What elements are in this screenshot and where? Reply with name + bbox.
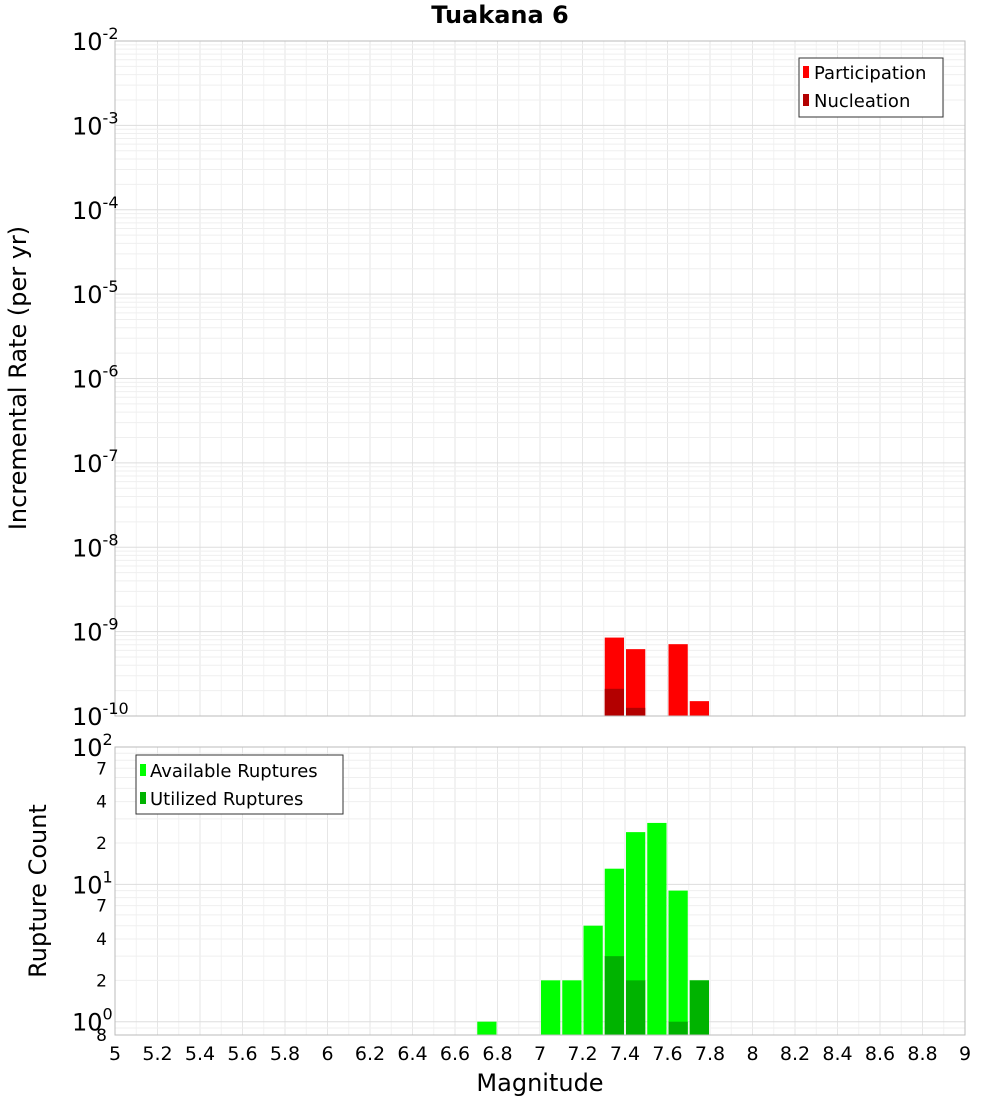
x-axis-label: Magnitude xyxy=(476,1069,603,1097)
rate-legend-box xyxy=(798,57,944,118)
x-tick-label: 9 xyxy=(959,1043,971,1065)
rate-y-tick-label: 10-7 xyxy=(72,446,119,478)
chart-title: Tuakana 6 xyxy=(431,1,569,29)
x-tick-label: 7.4 xyxy=(610,1043,640,1065)
available-ruptures-bar xyxy=(562,980,582,1035)
count-y-tick-label: 2 xyxy=(96,971,107,991)
x-tick-label: 7 xyxy=(534,1043,546,1065)
participation-legend-swatch xyxy=(803,66,809,78)
rate-y-tick-label: 10-6 xyxy=(72,362,119,394)
rate-y-tick-label: 10-2 xyxy=(72,24,119,56)
count-y-tick-label: 2 xyxy=(96,834,107,854)
nucleation-bar xyxy=(604,688,624,716)
x-tick-label: 7.2 xyxy=(567,1043,597,1065)
x-tick-label: 7.6 xyxy=(652,1043,682,1065)
x-tick-label: 6.4 xyxy=(397,1043,427,1065)
rate-panel: 10-2 10-3 10-4 10-5 10-6 10-7 10-8 10-9 10-10 In… xyxy=(4,24,966,731)
x-tick-label: 8.8 xyxy=(907,1043,937,1065)
available-ruptures-bar xyxy=(583,925,603,1035)
utilized-ruptures-bar xyxy=(626,980,646,1035)
count-y-tick-label: 7 xyxy=(96,759,107,779)
nucleation-legend-swatch xyxy=(803,94,809,106)
rate-y-tick-label: 10-5 xyxy=(72,277,119,309)
participation-bar xyxy=(668,644,688,716)
x-tick-label: 7.8 xyxy=(695,1043,725,1065)
x-tick-label: 5.4 xyxy=(185,1043,215,1065)
magnitude-x-ticks: 5 5.2 5.4 5.6 5.8 6 6.2 6.4 6.6 6.8 7 7.2 7.4 7.6 7.8 8… xyxy=(109,1043,971,1065)
rate-y-axis-label: Incremental Rate (per yr) xyxy=(4,226,32,530)
count-y-tick-label: 4 xyxy=(96,793,107,813)
x-tick-label: 6.2 xyxy=(355,1043,385,1065)
rate-grid xyxy=(114,41,966,717)
utilized-ruptures-bar xyxy=(668,1021,688,1035)
available-legend-swatch xyxy=(140,764,146,776)
count-y-tick-label: 4 xyxy=(96,930,107,950)
available-ruptures-bar xyxy=(477,1021,497,1035)
x-tick-label: 8.4 xyxy=(822,1043,852,1065)
count-legend-box xyxy=(135,754,344,815)
available-legend-label: Available Ruptures xyxy=(150,761,318,782)
rate-bars xyxy=(604,637,709,716)
x-tick-label: 6.8 xyxy=(482,1043,512,1065)
x-tick-label: 6 xyxy=(321,1043,333,1065)
rate-y-tick-label: 10-10 xyxy=(72,699,129,731)
rate-y-tick-label: 10-4 xyxy=(72,193,119,225)
rate-plot-frame xyxy=(114,40,966,717)
nucleation-legend-label: Nucleation xyxy=(814,91,910,112)
count-y-axis-label: Rupture Count xyxy=(24,804,52,978)
available-ruptures-bar xyxy=(541,980,561,1035)
rate-y-tick-label: 10-9 xyxy=(72,615,119,647)
participation-bar xyxy=(626,649,646,716)
utilized-legend-label: Utilized Ruptures xyxy=(150,789,303,810)
count-bars xyxy=(477,822,709,1035)
count-y-tick-label: 7 xyxy=(96,897,107,917)
count-y-tick-label: 101 xyxy=(72,867,113,899)
utilized-legend-swatch xyxy=(140,792,146,804)
x-tick-label: 5 xyxy=(109,1043,121,1065)
available-ruptures-bar xyxy=(668,890,688,1035)
x-tick-label: 8.2 xyxy=(780,1043,810,1065)
utilized-ruptures-bar xyxy=(604,956,624,1035)
rate-legend: Participation Nucleation xyxy=(798,57,944,118)
rate-y-tick-label: 10-3 xyxy=(72,108,119,140)
x-tick-label: 5.6 xyxy=(227,1043,257,1065)
x-tick-label: 8 xyxy=(746,1043,758,1065)
x-tick-label: 8.6 xyxy=(865,1043,895,1065)
x-tick-label: 5.8 xyxy=(270,1043,300,1065)
participation-legend-label: Participation xyxy=(814,63,926,84)
rate-y-tick-label: 10-8 xyxy=(72,530,119,562)
count-legend: Available Ruptures Utilized Ruptures xyxy=(135,754,344,815)
count-plot-frame xyxy=(114,746,966,1036)
rate-y-ticks: 10-2 10-3 10-4 10-5 10-6 10-7 10-8 10-9 10-10 xyxy=(72,24,129,731)
count-y-tick-label: 102 xyxy=(72,730,113,762)
count-y-tick-label: 100 xyxy=(72,1005,113,1037)
x-tick-label: 6.6 xyxy=(440,1043,470,1065)
participation-bar xyxy=(689,701,709,716)
count-y-tick-label: 8 xyxy=(96,1026,107,1046)
nucleation-bar xyxy=(626,707,646,716)
available-ruptures-bar xyxy=(647,822,667,1035)
utilized-ruptures-bar xyxy=(689,980,709,1035)
x-tick-label: 5.2 xyxy=(142,1043,172,1065)
